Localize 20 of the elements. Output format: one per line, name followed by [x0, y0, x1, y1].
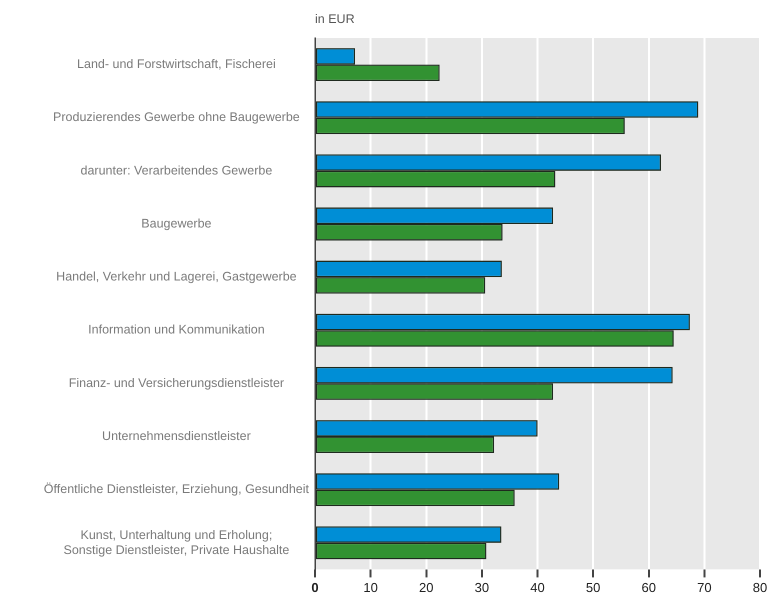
x-tick-label: 20 — [419, 580, 434, 595]
y-tick-label: Produzierendes Gewerbe ohne Baugewerbe — [53, 110, 300, 124]
y-tick-label: Unternehmensdienstleister — [102, 429, 251, 444]
y-tick-label: darunter: Verarbeitendes Gewerbe — [80, 163, 272, 178]
y-tick-label: Baugewerbe — [141, 216, 212, 230]
y-tick-label: Kunst, Unterhaltung und Erholung; Sonstige Dienstleister, Private Haushalte — [63, 528, 290, 557]
y-tick-label: Information und Kommunikation — [88, 322, 265, 337]
x-tick-label: 80 — [752, 580, 768, 595]
x-tick-label: 70 — [697, 580, 712, 595]
y-tick-label: Öffentliche Dienstleister, Erziehung, Gesundheit — [44, 482, 310, 496]
x-tick-label: 50 — [586, 580, 600, 595]
x-tick-label: 40 — [530, 580, 545, 595]
x-tick-label: 60 — [642, 580, 656, 595]
y-tick-label: Handel, Verkehr und Lagerei, Gastgewerbe — [56, 270, 297, 284]
chart-title: in EUR — [315, 12, 355, 26]
x-tick-label: 30 — [474, 580, 490, 595]
x-tick-label: 0 — [311, 580, 319, 595]
x-tick-label: 10 — [363, 580, 378, 595]
y-tick-label: Finanz- und Versicherungsdienstleister — [68, 376, 284, 390]
y-tick-label: Land- und Forstwirtschaft, Fischerei — [77, 57, 276, 72]
